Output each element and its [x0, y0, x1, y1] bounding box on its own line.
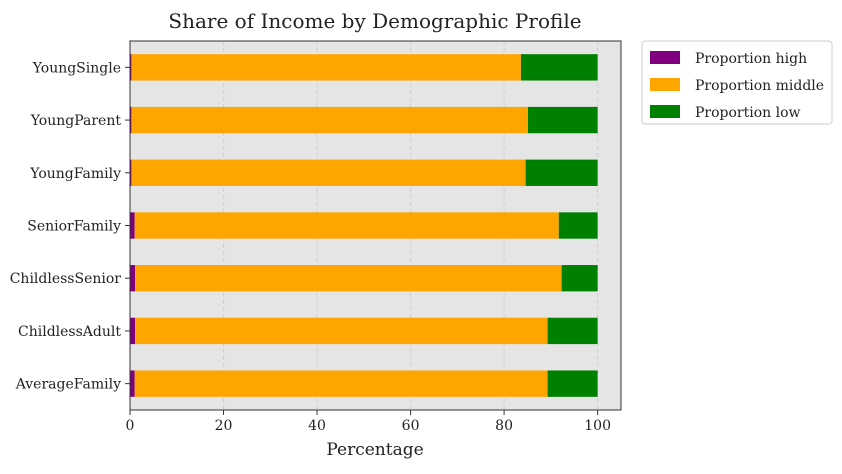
- bar-segment: [131, 106, 528, 134]
- x-tick-label: 100: [584, 418, 611, 434]
- legend-swatch: [650, 78, 680, 91]
- legend-label: Proportion high: [695, 51, 807, 67]
- x-tick-label: 40: [308, 418, 326, 434]
- legend-label: Proportion low: [695, 105, 801, 121]
- bar-segment: [131, 54, 521, 81]
- bar-segment: [135, 265, 562, 292]
- bar-segment: [527, 106, 598, 134]
- bar-segment: [561, 265, 598, 292]
- x-axis: 0 20 40 60 80 100: [126, 410, 611, 434]
- y-tick-label: SeniorFamily: [27, 219, 121, 235]
- bar-segment: [130, 54, 132, 81]
- y-tick-label: AverageFamily: [15, 377, 121, 393]
- legend-box: [641, 40, 833, 125]
- bar-segment: [130, 265, 136, 292]
- x-tick-label: 60: [402, 418, 420, 434]
- bar-segment: [131, 159, 526, 186]
- bar-segment: [130, 212, 135, 239]
- bar-segment: [525, 159, 598, 186]
- bar-segment: [130, 317, 136, 345]
- y-tick-label: YoungSingle: [32, 60, 121, 76]
- y-tick-label: YoungParent: [30, 113, 122, 129]
- bar-segment: [130, 159, 132, 186]
- bar-segment: [547, 317, 598, 345]
- bar-segment: [547, 370, 598, 397]
- bar-segment: [520, 54, 598, 81]
- bar-segment: [134, 370, 548, 397]
- x-axis-label: Percentage: [326, 440, 423, 460]
- bar-segment: [130, 370, 135, 397]
- x-tick-label: 80: [495, 418, 513, 434]
- legend: Proportion high Proportion middle Proporti…: [641, 40, 833, 125]
- y-tick-label: YoungFamily: [29, 166, 121, 182]
- y-tick-label: ChildlessSenior: [10, 271, 122, 287]
- bars: [130, 54, 598, 397]
- x-tick-label: 0: [126, 418, 135, 434]
- bar-segment: [134, 212, 559, 239]
- legend-swatch: [650, 51, 680, 64]
- chart-title: Share of Income by Demographic Profile: [168, 9, 581, 33]
- x-tick-label: 20: [215, 418, 233, 434]
- legend-label: Proportion middle: [695, 78, 824, 94]
- bar-segment: [135, 317, 548, 345]
- bar-segment: [558, 212, 598, 239]
- y-axis: AverageFamily ChildlessAdult ChildlessSeni…: [10, 60, 130, 393]
- y-tick-label: ChildlessAdult: [18, 324, 121, 340]
- bar-segment: [130, 106, 132, 134]
- legend-swatch: [650, 105, 680, 118]
